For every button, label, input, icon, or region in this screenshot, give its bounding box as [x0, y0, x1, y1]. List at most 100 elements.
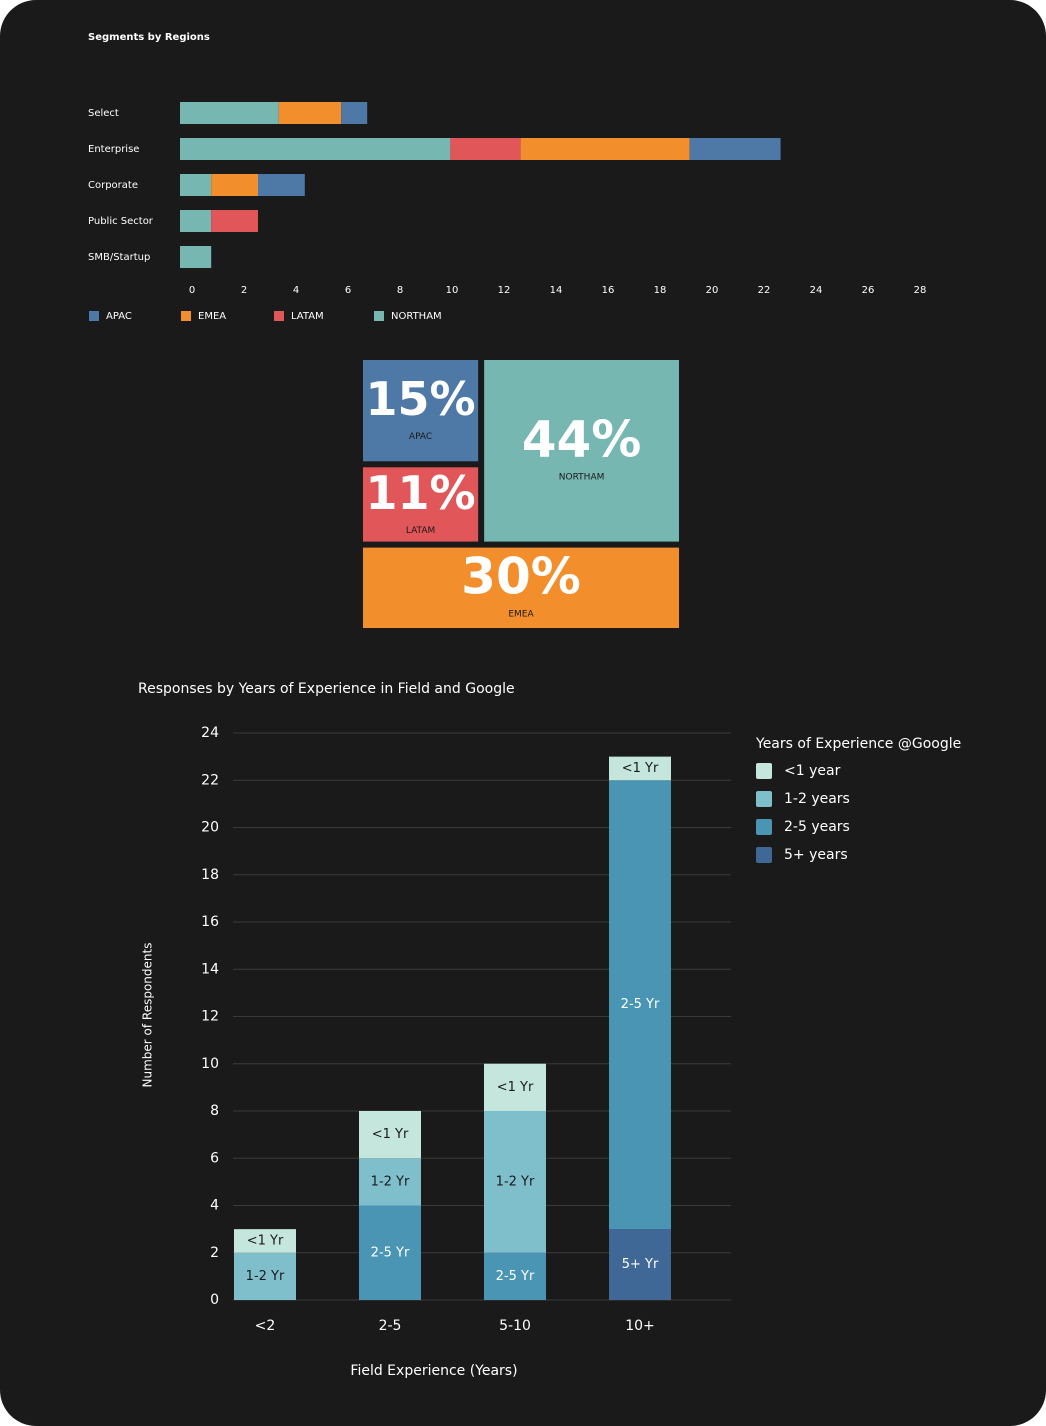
legend-label: APAC	[106, 311, 132, 322]
legend-label: 1-2 years	[784, 791, 850, 807]
segment-label: 2-5 Yr	[496, 1269, 535, 1284]
x-tick-label: 12	[498, 285, 511, 296]
bar-segment	[609, 780, 671, 1230]
chart-title: Segments by Regions	[88, 32, 210, 43]
legend-swatch	[181, 311, 191, 321]
y-tick-label: 8	[210, 1103, 219, 1119]
segment-label: 5+ Yr	[622, 1257, 659, 1272]
bar-segment	[278, 102, 342, 124]
y-tick-label: 10	[201, 1056, 219, 1072]
x-tick-label: 2	[241, 285, 247, 296]
x-tick-label: 2-5	[379, 1318, 402, 1334]
bar-segment	[359, 1111, 421, 1159]
legend-label: NORTHAM	[391, 311, 442, 322]
treemap-cell	[484, 360, 679, 542]
y-tick-label: 14	[201, 961, 219, 977]
y-tick-label: Public Sector	[88, 216, 154, 227]
bar-segment	[609, 1229, 671, 1300]
bar-segment	[450, 138, 521, 160]
y-tick-label: 24	[201, 725, 219, 741]
x-tick-label: 26	[862, 285, 875, 296]
legend-swatch	[756, 847, 772, 863]
x-tick-label: 8	[397, 285, 403, 296]
value-label: 30%	[461, 547, 581, 605]
segment-label: <1 Yr	[247, 1233, 284, 1248]
segment-label: 2-5 Yr	[371, 1245, 410, 1260]
cell-label: NORTHAM	[559, 472, 605, 482]
value-label: 44%	[522, 410, 642, 468]
value-label: 11%	[366, 466, 476, 520]
y-tick-label: 20	[201, 820, 219, 836]
cell-label: EMEA	[508, 609, 534, 619]
legend-label: LATAM	[291, 311, 324, 322]
x-tick-label: <2	[255, 1318, 276, 1334]
x-tick-label: 16	[602, 285, 615, 296]
treemap-cell	[363, 547, 679, 628]
y-tick-label: 22	[201, 772, 219, 788]
x-tick-label: 18	[654, 285, 667, 296]
x-tick-label: 4	[293, 285, 299, 296]
legend-label: <1 year	[784, 763, 841, 779]
bar-segment	[180, 138, 451, 160]
legend-swatch	[274, 311, 284, 321]
bar-segment	[609, 756, 671, 781]
segment-label: <1 Yr	[622, 761, 659, 776]
x-tick-label: 6	[345, 285, 351, 296]
x-tick-label: 22	[758, 285, 771, 296]
chart-title: Responses by Years of Experience in Fiel…	[138, 681, 515, 697]
x-tick-label: 20	[706, 285, 719, 296]
bar-segment	[234, 1229, 296, 1253]
cell-label: APAC	[409, 432, 432, 442]
legend-swatch	[756, 791, 772, 807]
treemap-cell	[363, 360, 479, 462]
y-tick-label: Corporate	[88, 180, 138, 191]
x-tick-label: 28	[914, 285, 927, 296]
bar-segment	[211, 174, 258, 196]
bar-segment	[484, 1063, 546, 1111]
bar-segment	[180, 210, 212, 232]
bar-segment	[234, 1252, 296, 1300]
x-tick-label: 5-10	[499, 1318, 531, 1334]
bar-segment	[211, 210, 258, 232]
y-tick-label: 12	[201, 1009, 219, 1025]
bar-segment	[689, 138, 781, 160]
legend-swatch	[756, 819, 772, 835]
legend-swatch	[374, 311, 384, 321]
treemap-cell	[363, 467, 479, 542]
y-tick-label: 18	[201, 867, 219, 883]
bar-segment	[359, 1158, 421, 1206]
bar-segment	[484, 1252, 546, 1300]
y-axis-title: Number of Respondents	[141, 943, 155, 1088]
x-tick-label: 10	[446, 285, 459, 296]
legend-label: EMEA	[198, 311, 226, 322]
segment-label: 1-2 Yr	[371, 1174, 410, 1189]
cell-label: LATAM	[406, 526, 435, 536]
legend-label: 2-5 years	[784, 819, 850, 835]
y-tick-label: Select	[88, 108, 119, 119]
segment-label: <1 Yr	[497, 1080, 534, 1095]
y-tick-label: 4	[210, 1198, 219, 1214]
y-tick-label: 6	[210, 1150, 219, 1166]
legend-label: 5+ years	[784, 847, 848, 863]
bar-segment	[258, 174, 305, 196]
y-tick-label: 2	[210, 1245, 219, 1261]
y-tick-label: 0	[210, 1292, 219, 1308]
bar-segment	[180, 174, 212, 196]
legend-swatch	[89, 311, 99, 321]
y-tick-label: Enterprise	[88, 144, 139, 155]
value-label: 15%	[366, 372, 476, 426]
segment-label: 2-5 Yr	[621, 997, 660, 1012]
segment-label: 1-2 Yr	[496, 1174, 535, 1189]
segment-label: <1 Yr	[372, 1127, 409, 1142]
x-axis-title: Field Experience (Years)	[350, 1363, 517, 1379]
legend-swatch	[756, 763, 772, 779]
bar-segment	[341, 102, 368, 124]
x-tick-label: 0	[189, 285, 195, 296]
bar-segment	[359, 1205, 421, 1300]
bar-segment	[520, 138, 690, 160]
x-tick-label: 24	[810, 285, 823, 296]
x-tick-label: 10+	[625, 1318, 655, 1334]
y-tick-label: SMB/Startup	[88, 252, 150, 263]
